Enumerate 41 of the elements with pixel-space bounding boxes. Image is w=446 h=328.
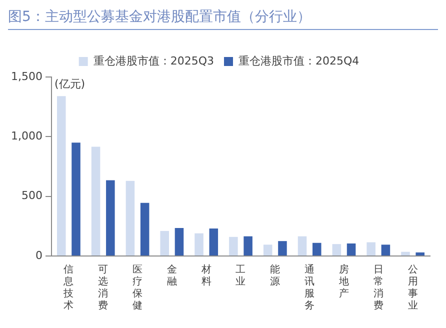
bar [332, 244, 342, 256]
x-tick-label: 公用事业 [408, 264, 418, 312]
bar [106, 180, 115, 256]
bar [140, 202, 150, 256]
bar [160, 230, 169, 256]
chart-title: 图5：主动型公募基金对港股配置市值（分行业） [8, 8, 438, 30]
bar [263, 244, 272, 256]
bar [56, 96, 66, 256]
bar [346, 243, 356, 256]
bar [126, 180, 135, 256]
x-tick-label: 可选消费 [98, 264, 108, 312]
x-tick-label: 工业 [236, 264, 246, 288]
y-tick-label: 1,000 [10, 130, 42, 143]
x-tick-label: 医疗保健 [132, 264, 143, 312]
x-tick-label: 日常消费 [373, 264, 384, 312]
bar [244, 236, 252, 256]
legend-label: 重仓港股市值：2025Q4 [238, 54, 360, 68]
bar [72, 142, 80, 256]
y-tick-label: 0 [35, 248, 42, 262]
bar [278, 241, 287, 256]
y-tick-label: 500 [21, 189, 42, 202]
bar [312, 242, 322, 256]
x-tick-label: 通讯服务 [304, 264, 315, 312]
bar [194, 233, 204, 256]
bar [416, 252, 424, 256]
bar [366, 242, 376, 256]
bar [91, 146, 100, 256]
x-tick-label: 材料 [200, 264, 212, 288]
y-tick-label: 1,500 [10, 70, 42, 83]
bar [229, 236, 238, 256]
legend-label: 重仓港股市值：2025Q3 [93, 54, 214, 68]
x-tick-label: 能源 [270, 264, 280, 288]
bar [381, 244, 390, 256]
x-tick-label: 房地产 [338, 264, 349, 300]
x-tick-label: 信息技术 [62, 264, 74, 312]
y-axis-title: (亿元) [54, 77, 86, 90]
bar [298, 236, 307, 256]
bar [174, 228, 184, 256]
bar [209, 228, 218, 256]
bar [401, 252, 410, 256]
x-tick-label: 金融 [166, 264, 177, 288]
